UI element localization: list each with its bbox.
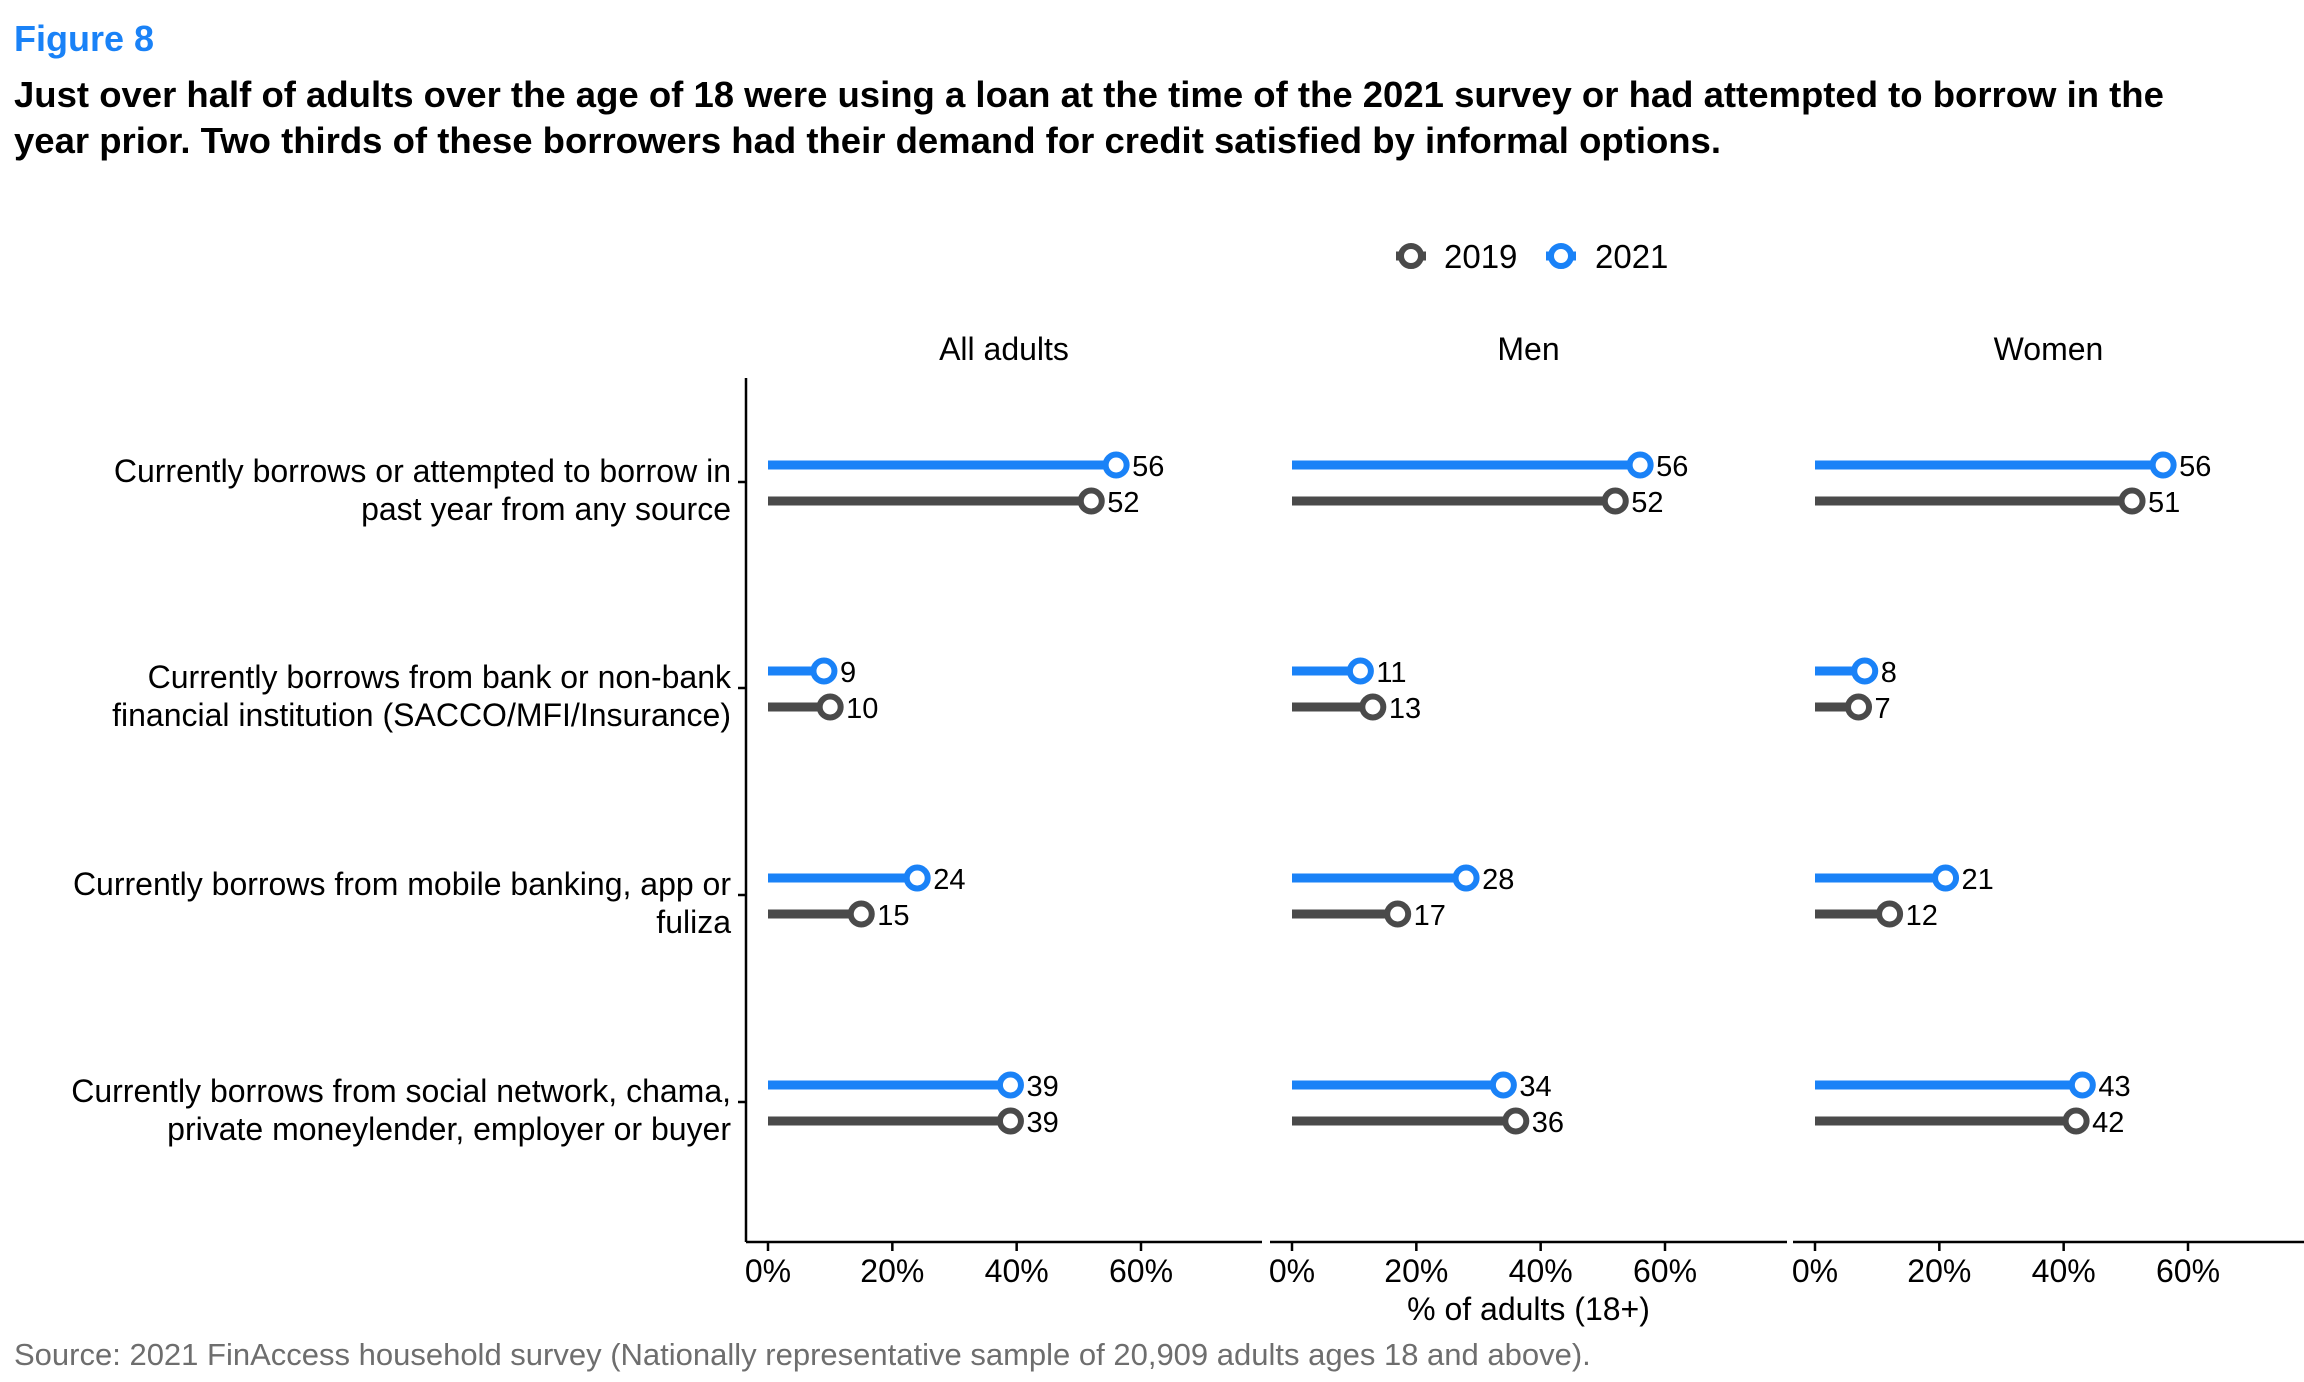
data-label-2021: 8 bbox=[1881, 657, 1897, 689]
point-2021 bbox=[996, 1071, 1024, 1099]
data-label-2019: 52 bbox=[1107, 487, 1139, 519]
panel-title-2: Women bbox=[1994, 331, 2104, 367]
data-label-2019: 17 bbox=[1414, 900, 1446, 932]
data-label-2021: 24 bbox=[933, 864, 965, 896]
point-2021 bbox=[810, 657, 838, 685]
data-label-2019: 7 bbox=[1875, 693, 1891, 725]
x-tick-label: 0% bbox=[1269, 1253, 1315, 1289]
legend-marker-2021 bbox=[1548, 243, 1574, 269]
legend-label-2021: 2021 bbox=[1595, 238, 1668, 275]
point-2021 bbox=[1102, 451, 1130, 479]
x-tick-label: 20% bbox=[860, 1253, 924, 1289]
point-2019 bbox=[1077, 487, 1105, 515]
point-2019 bbox=[2118, 487, 2146, 515]
x-tick-label: 40% bbox=[1509, 1253, 1573, 1289]
panel-title-1: Men bbox=[1497, 331, 1559, 367]
chart-headline: Just over half of adults over the age of… bbox=[14, 74, 2164, 161]
data-label-2021: 34 bbox=[1519, 1071, 1551, 1103]
category-label-line1: Currently borrows from bank or non-bank bbox=[148, 659, 732, 695]
category-label-line1: Currently borrows from mobile banking, a… bbox=[73, 866, 731, 902]
x-tick-label: 20% bbox=[1907, 1253, 1971, 1289]
point-2019 bbox=[1845, 693, 1873, 721]
point-2019 bbox=[1502, 1107, 1530, 1135]
point-2019 bbox=[996, 1107, 1024, 1135]
point-2019 bbox=[1601, 487, 1629, 515]
data-label-2019: 51 bbox=[2148, 487, 2180, 519]
data-label-2019: 13 bbox=[1389, 693, 1421, 725]
data-label-2021: 9 bbox=[840, 657, 856, 689]
data-label-2021: 56 bbox=[2179, 451, 2211, 483]
point-2021 bbox=[2068, 1071, 2096, 1099]
data-label-2021: 39 bbox=[1026, 1071, 1058, 1103]
data-label-2019: 42 bbox=[2092, 1107, 2124, 1139]
data-label-2021: 56 bbox=[1656, 451, 1688, 483]
panel-title-0: All adults bbox=[939, 331, 1069, 367]
x-tick-label: 60% bbox=[2156, 1253, 2220, 1289]
point-2021 bbox=[1932, 864, 1960, 892]
figure-label: Figure 8 bbox=[14, 18, 155, 59]
point-2021 bbox=[1489, 1071, 1517, 1099]
point-2021 bbox=[2149, 451, 2177, 479]
point-2021 bbox=[1346, 657, 1374, 685]
point-2021 bbox=[1851, 657, 1879, 685]
x-tick-label: 0% bbox=[1792, 1253, 1838, 1289]
source-note: Source: 2021 FinAccess household survey … bbox=[14, 1337, 1591, 1372]
x-tick-label: 0% bbox=[745, 1253, 791, 1289]
point-2021 bbox=[1626, 451, 1654, 479]
x-axis-title: % of adults (18+) bbox=[1407, 1291, 1650, 1327]
category-label-line2: fuliza bbox=[656, 904, 731, 940]
x-tick-label: 40% bbox=[2032, 1253, 2096, 1289]
data-label-2019: 36 bbox=[1532, 1107, 1564, 1139]
data-label-2019: 39 bbox=[1026, 1107, 1058, 1139]
x-tick-label: 40% bbox=[985, 1253, 1049, 1289]
data-label-2021: 11 bbox=[1376, 657, 1406, 689]
point-2019 bbox=[1359, 693, 1387, 721]
x-tick-label: 60% bbox=[1633, 1253, 1697, 1289]
x-tick-label: 20% bbox=[1384, 1253, 1448, 1289]
point-2019 bbox=[1876, 900, 1904, 928]
data-label-2021: 56 bbox=[1132, 451, 1164, 483]
point-2021 bbox=[903, 864, 931, 892]
legend-label-2019: 2019 bbox=[1444, 238, 1517, 275]
legend-marker-2019 bbox=[1398, 243, 1424, 269]
category-label-line1: Currently borrows or attempted to borrow… bbox=[114, 453, 731, 489]
data-label-2019: 12 bbox=[1906, 900, 1938, 932]
data-label-2021: 21 bbox=[1962, 864, 1994, 896]
data-label-2021: 43 bbox=[2098, 1071, 2130, 1103]
category-label-line2: past year from any source bbox=[361, 491, 731, 527]
point-2019 bbox=[847, 900, 875, 928]
category-label-line2: private moneylender, employer or buyer bbox=[167, 1111, 731, 1147]
data-label-2019: 10 bbox=[846, 693, 878, 725]
data-label-2019: 15 bbox=[877, 900, 909, 932]
data-label-2019: 52 bbox=[1631, 487, 1663, 519]
x-tick-label: 60% bbox=[1109, 1253, 1173, 1289]
category-label-line2: financial institution (SACCO/MFI/Insuran… bbox=[112, 697, 731, 733]
data-label-2021: 28 bbox=[1482, 864, 1514, 896]
point-2021 bbox=[1452, 864, 1480, 892]
point-2019 bbox=[1384, 900, 1412, 928]
point-2019 bbox=[816, 693, 844, 721]
category-label-line1: Currently borrows from social network, c… bbox=[71, 1073, 731, 1109]
point-2019 bbox=[2062, 1107, 2090, 1135]
